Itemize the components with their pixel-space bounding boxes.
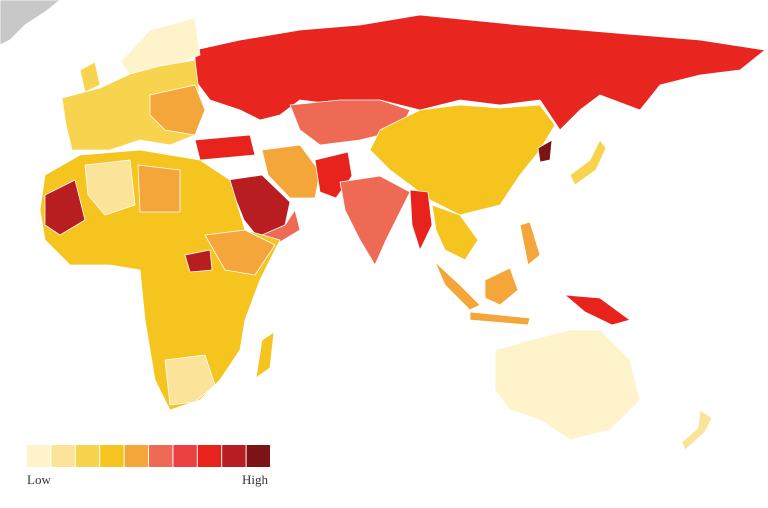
iran [261, 144, 321, 199]
china [369, 104, 556, 216]
madagascar [255, 331, 275, 379]
greenland [0, 0, 61, 46]
legend-swatch [100, 445, 124, 467]
legend: Low High [27, 445, 270, 487]
legend-high-label: High [242, 472, 269, 487]
algeria [84, 159, 136, 216]
africa [39, 149, 281, 411]
australia [494, 329, 641, 441]
india [339, 175, 411, 266]
choropleth-map [0, 0, 766, 451]
java [469, 311, 531, 326]
east-africa [204, 229, 276, 276]
legend-swatch [124, 445, 148, 467]
southern-africa [164, 354, 216, 406]
legend-swatch [149, 445, 173, 467]
legend-swatch [27, 445, 51, 467]
southeast-asia [431, 204, 479, 261]
japan [569, 139, 607, 186]
eastern-europe [149, 84, 206, 136]
new-zealand [681, 409, 713, 451]
libya [137, 164, 181, 213]
philippines [519, 221, 541, 266]
north-korea [537, 139, 553, 163]
turkey [194, 134, 256, 161]
legend-low-label: Low [27, 472, 51, 487]
mauritania [44, 179, 86, 236]
papua [564, 294, 631, 326]
myanmar [409, 189, 433, 251]
uk [79, 61, 101, 93]
indonesia-west [434, 261, 481, 311]
legend-swatch [197, 445, 222, 467]
legend-swatch [173, 445, 197, 467]
legend-swatch [222, 445, 246, 467]
borneo [484, 267, 519, 306]
legend-swatch [51, 445, 75, 467]
legend-swatch [246, 445, 270, 467]
south-sudan [184, 249, 213, 273]
legend-swatch [75, 445, 100, 467]
